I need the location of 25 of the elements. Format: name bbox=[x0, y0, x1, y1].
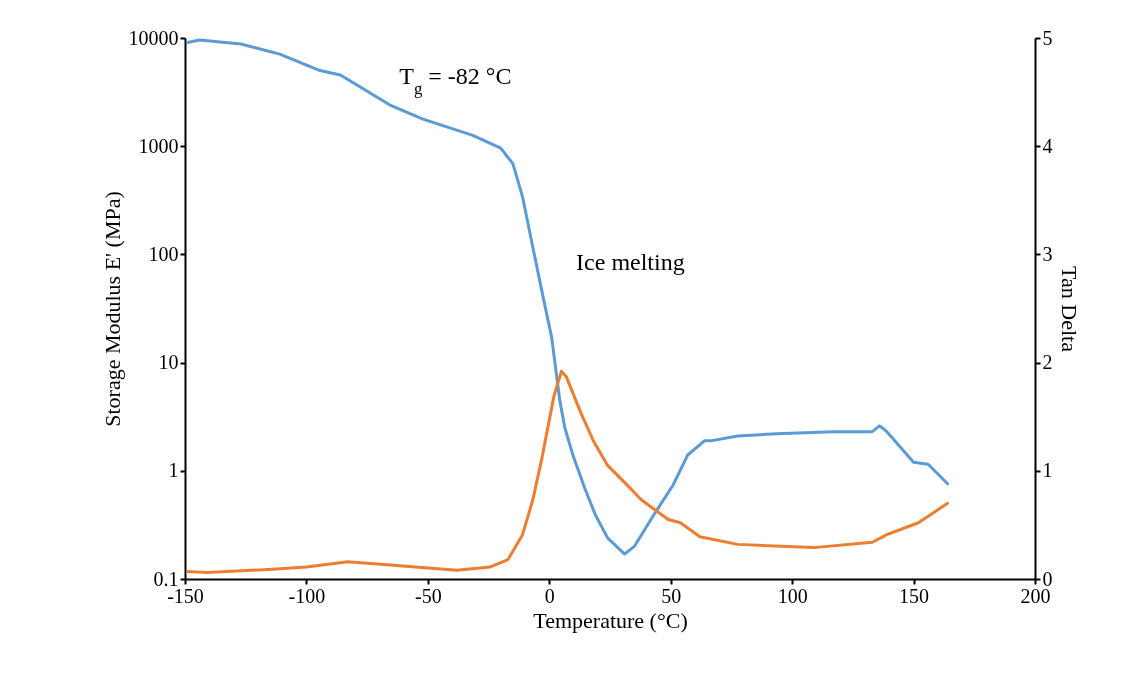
y2-axis-title: Tan Delta bbox=[1056, 266, 1082, 353]
line-series bbox=[185, 38, 950, 556]
y2-tick-label: 4 bbox=[1042, 134, 1053, 157]
y-tick-label: 0.1 bbox=[153, 567, 179, 590]
annotation: Ice melting bbox=[576, 249, 685, 276]
x-tick-label: -50 bbox=[415, 584, 442, 607]
x-tick-label: -100 bbox=[288, 584, 326, 607]
y2-tick-label: 1 bbox=[1042, 459, 1053, 482]
y-tick-label: 1 bbox=[168, 459, 179, 482]
y-tick-label: 100 bbox=[148, 242, 179, 265]
line-series bbox=[185, 369, 950, 575]
annotation: T$_{g}$ = -82 °C bbox=[399, 62, 512, 98]
y2-tick-label: 0 bbox=[1042, 567, 1053, 590]
x-tick-label: 0 bbox=[544, 584, 555, 607]
y-tick-label: 10 bbox=[158, 351, 179, 374]
y2-tick-label: 3 bbox=[1042, 242, 1053, 265]
x-tick-label: 150 bbox=[899, 584, 930, 607]
y-axis-title: Storage Modulus E' (MPa) bbox=[99, 191, 125, 427]
y-tick-label: 10000 bbox=[128, 26, 179, 49]
x-axis-title: Temperature (°C) bbox=[533, 607, 688, 633]
x-tick-label: 100 bbox=[777, 584, 808, 607]
y-tick-label: 1000 bbox=[138, 134, 179, 157]
y2-tick-label: 5 bbox=[1042, 26, 1053, 49]
x-tick-label: 50 bbox=[661, 584, 682, 607]
y2-tick-label: 2 bbox=[1042, 351, 1053, 374]
